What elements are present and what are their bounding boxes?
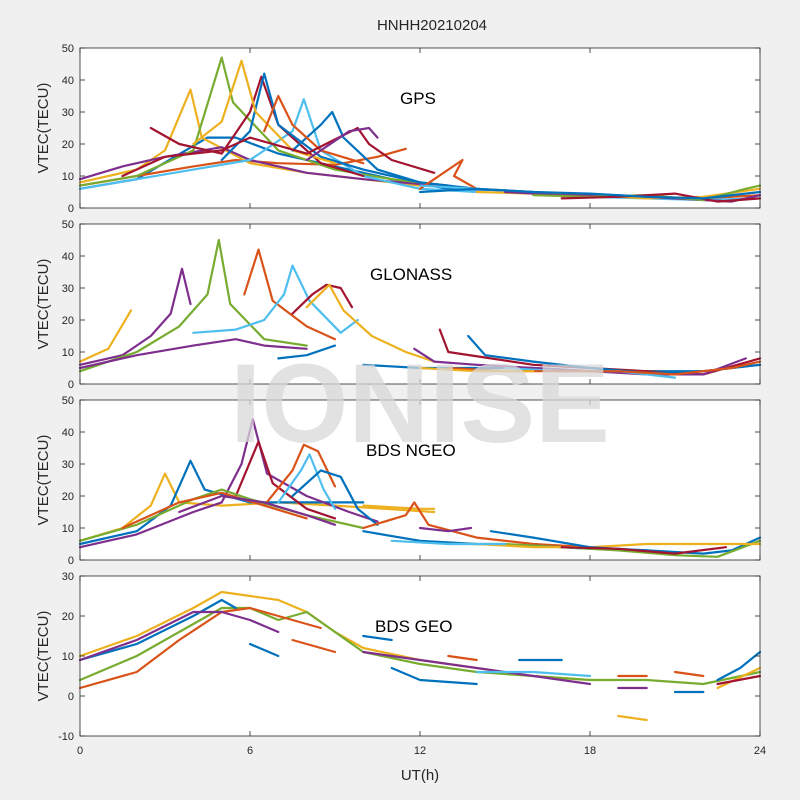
series-line-15	[418, 366, 535, 373]
series-line-17	[560, 546, 728, 555]
series-line-4	[78, 56, 450, 187]
series-line-5	[277, 453, 337, 510]
y-axis-label: VTEC(TECU)	[35, 259, 52, 350]
y-tick-label: 10	[62, 523, 74, 535]
series-line-3	[234, 440, 337, 520]
series-line-10	[362, 504, 436, 510]
y-tick-label: 40	[62, 427, 74, 439]
series-line-8	[362, 650, 592, 686]
y-tick-label: 50	[62, 219, 74, 231]
y-axis-label: VTEC(TECU)	[35, 83, 52, 174]
series-line-9	[291, 110, 478, 190]
y-tick-label: 10	[62, 651, 74, 663]
y-tick-label: 30	[62, 571, 74, 583]
series-line-10	[263, 94, 365, 165]
plot-area	[80, 576, 760, 736]
series-line-6	[305, 283, 436, 363]
y-tick-label: 40	[62, 251, 74, 263]
series-line-2	[78, 598, 237, 662]
series-line-2	[78, 238, 308, 373]
series-line-2	[78, 418, 379, 549]
series-line-6	[291, 469, 379, 526]
series-line-19	[716, 674, 762, 686]
y-tick-label: 50	[62, 43, 74, 55]
series-line-6	[291, 638, 337, 654]
series-line-8	[121, 491, 308, 530]
series-line-19	[418, 187, 762, 200]
figure-title: HNHH20210204	[377, 17, 487, 34]
series-line-4	[192, 264, 359, 334]
series-line-14	[475, 542, 762, 549]
series-line-18	[716, 666, 762, 690]
series-line-15	[673, 670, 705, 678]
watermark: IONISE	[230, 341, 610, 466]
y-tick-label: 10	[62, 171, 74, 183]
series-line-3	[243, 248, 337, 341]
x-tick-label: 18	[584, 745, 596, 757]
x-tick-label: 6	[247, 745, 253, 757]
y-tick-label: 20	[62, 315, 74, 327]
series-line-1	[78, 606, 762, 686]
series-line-7	[220, 72, 422, 184]
panel-label: BDS GEO	[375, 617, 452, 636]
y-tick-label: 20	[62, 139, 74, 151]
x-axis-label: UT(h)	[401, 767, 439, 784]
series-line-7	[78, 338, 308, 370]
y-tick-label: 20	[62, 611, 74, 623]
y-tick-label: 30	[62, 459, 74, 471]
y-tick-label: 0	[68, 555, 74, 567]
y-tick-label: 40	[62, 75, 74, 87]
panel-0: 0 10 20 30 40 50 GPS VTEC(TECU)	[35, 43, 762, 215]
panels: 0 10 20 30 40 50 GPS VTEC(TECU) 0 10 20 30 40 50 GLONA…	[35, 43, 766, 757]
series-line-11	[362, 501, 592, 549]
panel-label: GLONASS	[370, 265, 452, 284]
series-line-12	[413, 347, 747, 376]
panel-label: BDS NGEO	[366, 441, 456, 460]
series-line-18	[390, 539, 507, 546]
series-line-1	[78, 309, 133, 363]
panel-1: 0 10 20 30 40 50 GLONASS VTEC(TECU)	[35, 219, 762, 391]
y-tick-label: -10	[58, 731, 74, 743]
y-tick-label: 0	[68, 379, 74, 391]
series-line-15	[418, 526, 473, 533]
series-line-7	[362, 634, 393, 642]
x-tick-label: 24	[754, 745, 766, 757]
y-tick-label: 0	[68, 203, 74, 215]
series-line-4	[263, 443, 337, 507]
y-axis-label: VTEC(TECU)	[35, 435, 52, 526]
series-line-9	[390, 666, 478, 686]
plot-area	[80, 400, 760, 560]
series-line-17	[716, 650, 762, 682]
series-line-8	[277, 344, 337, 360]
y-tick-label: 30	[62, 107, 74, 119]
y-tick-label: 50	[62, 395, 74, 407]
series-line-11	[121, 126, 436, 178]
x-tick-label: 0	[77, 745, 83, 757]
series-line-18	[560, 192, 762, 203]
series-line-4	[78, 610, 280, 662]
y-tick-label: 30	[62, 283, 74, 295]
series-line-9	[178, 494, 337, 526]
panel-2: 0 10 20 30 40 50 BDS NGEO VTEC(TECU)	[35, 395, 762, 567]
series-line-5	[291, 283, 354, 315]
series-line-5	[78, 98, 478, 194]
y-tick-label: 20	[62, 491, 74, 503]
panel-label: GPS	[400, 89, 436, 108]
series-line-5	[248, 642, 280, 658]
y-axis-label: VTEC(TECU)	[35, 611, 52, 702]
series-line-12	[305, 126, 379, 162]
series-line-10	[447, 654, 478, 662]
y-tick-label: 0	[68, 691, 74, 703]
y-tick-label: 10	[62, 347, 74, 359]
series-line-12	[617, 714, 648, 722]
series-line-0	[78, 267, 192, 366]
series-line-20	[475, 670, 592, 678]
x-tick-label: 12	[414, 745, 426, 757]
